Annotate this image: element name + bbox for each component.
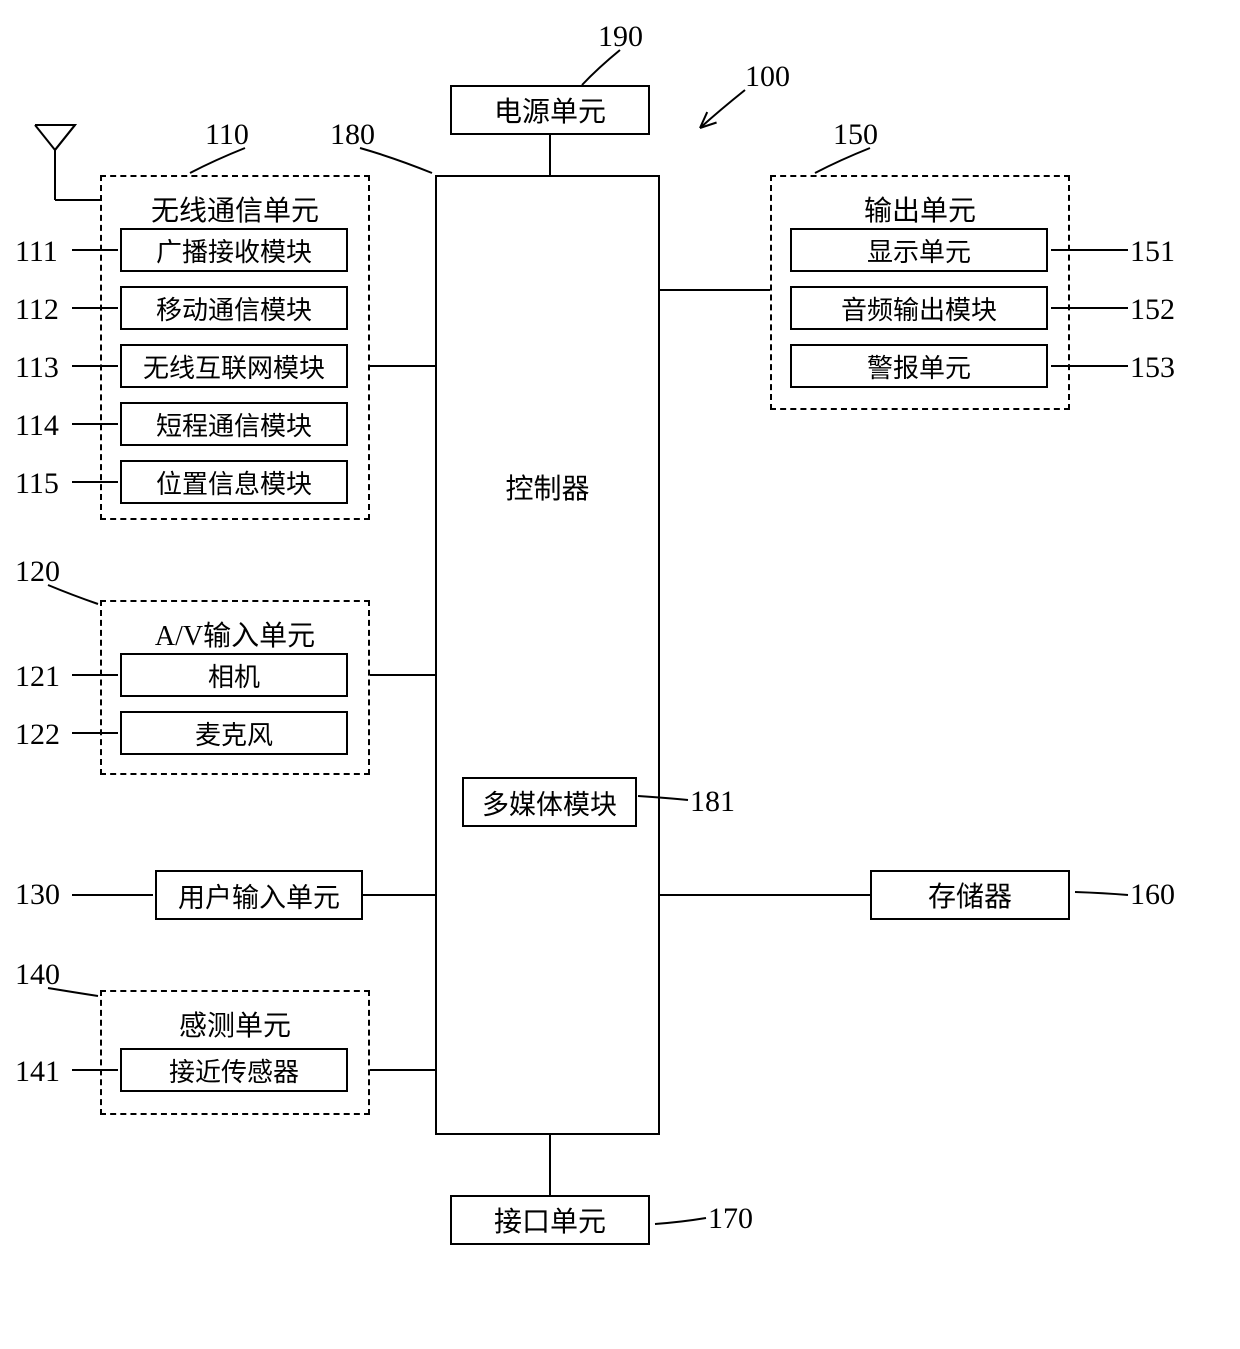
diagram-canvas: 电源单元 控制器 多媒体模块 无线通信单元 广播接收模块 移动通信模块 无线互联… [0, 0, 1240, 1349]
ref-label: 100 [745, 60, 790, 94]
ref-label: 112 [15, 293, 59, 327]
ref-label: 140 [15, 958, 60, 992]
ref-label: 190 [598, 20, 643, 54]
ref-label: 122 [15, 718, 60, 752]
ref-label: 151 [1130, 235, 1175, 269]
ref-label: 121 [15, 660, 60, 694]
ref-label: 153 [1130, 351, 1175, 385]
ref-label: 130 [15, 878, 60, 912]
ref-label: 170 [708, 1202, 753, 1236]
ref-label: 152 [1130, 293, 1175, 327]
ref-label: 114 [15, 409, 59, 443]
ref-label: 115 [15, 467, 59, 501]
ref-label: 181 [690, 785, 735, 819]
ref-label: 180 [330, 118, 375, 152]
ref-label: 111 [15, 235, 58, 269]
ref-label: 110 [205, 118, 249, 152]
ref-label: 150 [833, 118, 878, 152]
ref-label: 160 [1130, 878, 1175, 912]
ref-label: 120 [15, 555, 60, 589]
connectors-svg [0, 0, 1240, 1349]
ref-label: 141 [15, 1055, 60, 1089]
ref-label: 113 [15, 351, 59, 385]
